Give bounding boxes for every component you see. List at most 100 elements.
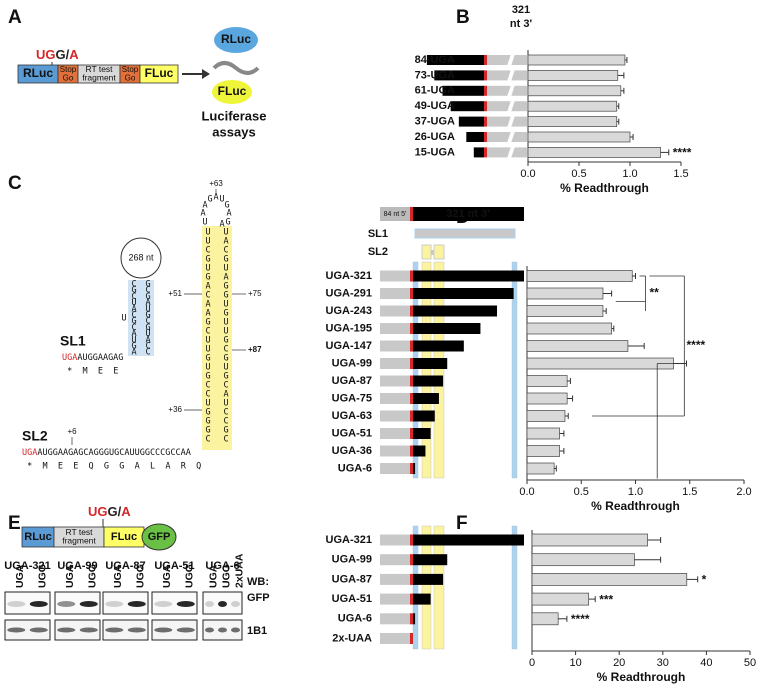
fragment-bar bbox=[466, 132, 484, 142]
group-label: UGA-99 bbox=[57, 560, 97, 572]
amino-acid: E bbox=[73, 462, 78, 472]
amino-acid: E bbox=[58, 462, 63, 472]
codon-part: G/ bbox=[56, 47, 70, 62]
upstream-bar bbox=[380, 288, 411, 299]
sequence: UGAAUGGAAGAG bbox=[62, 353, 123, 363]
break bbox=[507, 100, 515, 113]
nucleotide: G bbox=[205, 354, 210, 364]
blot bbox=[102, 619, 149, 641]
category-label: UGA-321 bbox=[326, 270, 372, 282]
category-label: UGA-99 bbox=[332, 357, 372, 369]
construct-label: RT test bbox=[65, 527, 93, 537]
upstream-bar bbox=[380, 428, 411, 439]
nucleotide: C bbox=[223, 408, 228, 418]
caption: Luciferase bbox=[201, 108, 266, 123]
category-label: UGA-36 bbox=[332, 445, 372, 457]
band bbox=[7, 601, 26, 607]
nucleotide: C bbox=[145, 348, 150, 358]
nucleotide: U bbox=[145, 329, 150, 339]
lane-label: UGA bbox=[64, 564, 76, 588]
fragment-bar bbox=[413, 340, 464, 352]
nucleotide: U bbox=[131, 335, 136, 345]
nucleotide: G bbox=[205, 426, 210, 436]
nucleotide: A bbox=[205, 300, 210, 310]
stop-codon bbox=[410, 323, 413, 334]
schematic-header: 321 nt 3' bbox=[446, 208, 490, 220]
nucleotide: G bbox=[224, 201, 229, 211]
fragment-bar bbox=[413, 463, 416, 474]
nucleotide: C bbox=[205, 435, 210, 445]
lane-label: UGG bbox=[220, 564, 232, 588]
nucleotide: G bbox=[223, 354, 228, 364]
band bbox=[29, 627, 48, 633]
nucleotide: U bbox=[223, 363, 228, 373]
sl1-bar bbox=[414, 228, 516, 239]
nucleotide: G bbox=[205, 408, 210, 418]
nucleotide: G bbox=[145, 280, 150, 290]
product-label: FLuc bbox=[218, 84, 247, 98]
nucleotide: U bbox=[131, 298, 136, 308]
nucleotide: C bbox=[223, 435, 228, 445]
amino-acid: A bbox=[135, 462, 140, 472]
fragment-bar bbox=[413, 554, 448, 566]
amino-acid: Q bbox=[196, 462, 201, 472]
panel-label: A bbox=[8, 7, 22, 28]
band bbox=[105, 627, 124, 633]
blot-label: WB: bbox=[247, 576, 269, 588]
construct-domain bbox=[141, 523, 177, 551]
x-tick-label: 10 bbox=[569, 657, 581, 669]
stop-codon bbox=[484, 116, 487, 127]
codon-part: G/ bbox=[108, 504, 122, 519]
fragment-bar bbox=[413, 593, 431, 605]
nucleotide: C bbox=[223, 381, 228, 391]
element-stripe bbox=[421, 261, 432, 479]
downstream-bar bbox=[487, 116, 527, 127]
caption: assays bbox=[212, 124, 255, 139]
nucleotide: U bbox=[223, 264, 228, 274]
lane-label: 2xUAA bbox=[233, 553, 245, 588]
band bbox=[7, 627, 26, 633]
fragment-bar bbox=[434, 70, 484, 81]
category-label: 61-UGA bbox=[415, 85, 455, 97]
lane-label: UGG bbox=[135, 564, 147, 588]
schematic-header: 321 bbox=[512, 4, 530, 16]
category-label: UGA-87 bbox=[332, 573, 372, 585]
bar bbox=[531, 573, 688, 586]
lane-label: UGA bbox=[112, 564, 124, 588]
nucleotide: A bbox=[219, 220, 224, 230]
fragment-bar bbox=[413, 323, 481, 334]
bar bbox=[531, 553, 635, 567]
upstream-bar bbox=[380, 270, 411, 282]
bar bbox=[531, 592, 590, 606]
break bbox=[507, 54, 515, 66]
category-label: UGA-147 bbox=[326, 340, 372, 352]
nucleotide: U bbox=[219, 195, 224, 205]
nucleotide: C bbox=[145, 317, 150, 327]
stop-codon bbox=[410, 633, 413, 644]
x-tick-label: 0.0 bbox=[520, 168, 535, 180]
schematic-header: nt 3' bbox=[510, 18, 533, 30]
band bbox=[154, 601, 173, 607]
x-tick-label: 0.5 bbox=[571, 168, 586, 180]
stop-codon bbox=[484, 55, 487, 65]
nucleotide: U bbox=[205, 264, 210, 274]
comparison-label: **** bbox=[686, 338, 705, 352]
nucleotide: C bbox=[205, 390, 210, 400]
category-label: 49-UGA bbox=[415, 100, 455, 112]
nucleotide: G bbox=[205, 318, 210, 328]
amino-acid: M bbox=[42, 462, 47, 472]
position-marker: +36 bbox=[168, 405, 182, 414]
sl2-box bbox=[421, 244, 432, 260]
comparison-label: ** bbox=[650, 286, 660, 300]
construct-label: Go bbox=[63, 73, 74, 82]
upstream-bar bbox=[380, 340, 411, 352]
construct-label: RLuc bbox=[24, 531, 52, 543]
category-label: 15-UGA bbox=[415, 146, 455, 158]
category-label: 2x-UAA bbox=[332, 632, 372, 644]
amino-acid: * bbox=[27, 462, 32, 472]
element-stripe bbox=[511, 525, 518, 650]
stop-codon bbox=[410, 305, 413, 317]
schematic-header: 84 nt 5' bbox=[384, 211, 407, 218]
stop-codon bbox=[410, 445, 413, 457]
